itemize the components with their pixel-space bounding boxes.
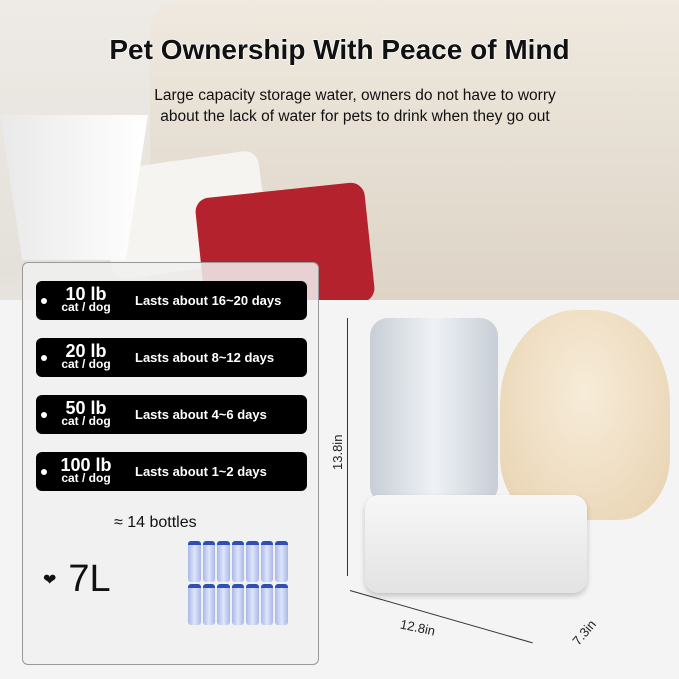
bullet-icon [41,297,47,304]
weight: 50 lb [65,397,107,418]
usage-row: 100 lb cat / dog Lasts about 1~2 days [36,452,307,491]
pet-type: cat / dog [61,299,111,314]
bullet-icon [41,468,47,475]
headline: Pet Ownership With Peace of Mind [109,34,570,66]
pet-type: cat / dog [61,356,111,371]
pet-type: cat / dog [61,470,111,485]
pet-type: cat / dog [61,413,111,428]
bottle-pack-image [188,541,288,625]
subtitle: Large capacity storage water, owners do … [154,87,556,125]
bullet-icon [41,354,47,361]
height-dimension-line [347,318,348,576]
duration: Lasts about 1~2 days [135,464,267,479]
duration: Lasts about 8~12 days [135,350,275,365]
usage-row: 10 lb cat / dog Lasts about 16~20 days [36,281,307,320]
heart-icon: ❤ [43,571,57,589]
usage-panel: 10 lb cat / dog Lasts about 16~20 days 20 … [22,262,319,665]
bottles-equivalent: ≈ 14 bottles [114,514,197,531]
feeder-base-image [365,495,587,593]
plant-pot [0,115,148,260]
usage-row: 50 lb cat / dog Lasts about 4~6 days [36,395,307,434]
height-label: 13.8in [330,434,345,470]
bullet-icon [41,411,47,418]
weight: 100 lb [60,454,112,475]
capacity: ❤ 7L [43,558,111,601]
weight: 10 lb [65,283,107,304]
dog-image [500,310,670,520]
duration: Lasts about 4~6 days [135,407,267,422]
capacity-value: 7L [68,558,111,600]
water-reservoir-image [370,318,498,504]
duration: Lasts about 16~20 days [135,293,282,308]
usage-row: 20 lb cat / dog Lasts about 8~12 days [36,338,307,377]
weight: 20 lb [65,340,107,361]
